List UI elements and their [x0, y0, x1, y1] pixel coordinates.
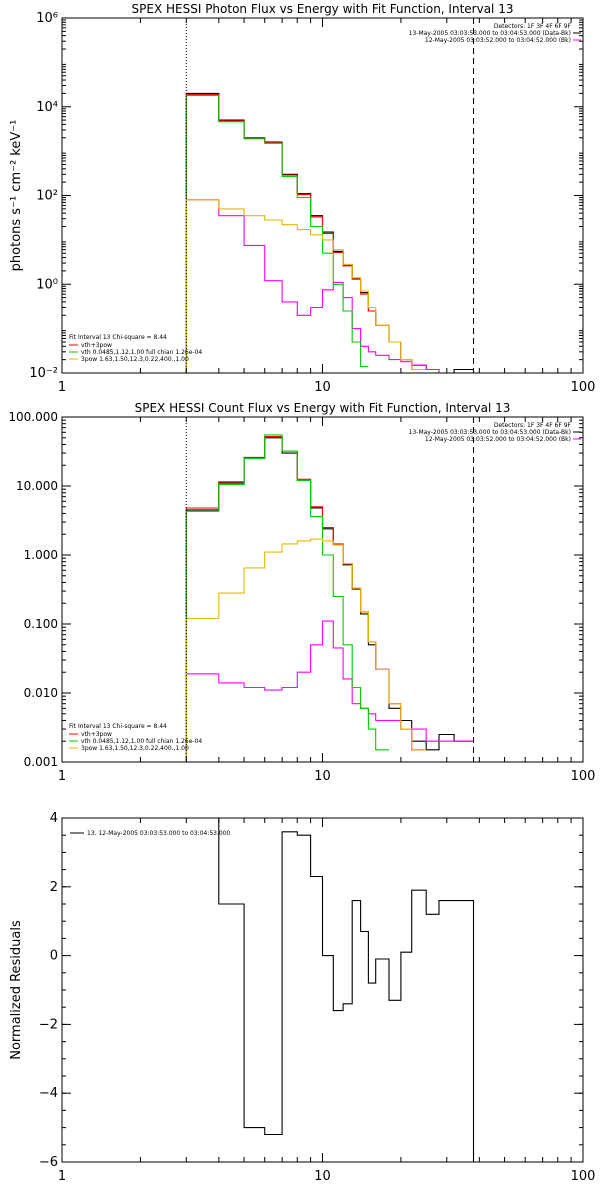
y-tick-label: 10⁻² [29, 366, 58, 381]
fit-legend-label-1: vth+3pow [81, 342, 112, 349]
y-tick-label: 4 [50, 811, 58, 826]
series-line-data-bk [185, 437, 474, 762]
header-line-1: Detectors: 1F 3F 4F 6F 9F [494, 422, 572, 429]
fit-legend-label-3: 3pow 1.63,1.50,12.3,0.22,400.,1.00 [81, 356, 189, 363]
y-axis-label: photons s⁻¹ cm⁻² keV⁻¹ [9, 120, 24, 272]
fit-legend-label-2: vth 0.0485,1.12,1.00 full chian 1.26e-04 [81, 738, 202, 745]
x-tick-label: 1 [58, 380, 66, 395]
series-group [185, 92, 474, 373]
chart-title: SPEX HESSI Photon Flux vs Energy with Fi… [132, 2, 514, 16]
fit-legend-title: Fit Interval 13 Chi-square = 8.44 [69, 723, 167, 730]
header-line-1: Detectors: 1F 3F 4F 6F 9F [494, 23, 572, 30]
x-tick-label: 100 [571, 769, 596, 784]
fit-legend-label-1: vth+3pow [81, 731, 112, 738]
y-tick-label: 0.001 [24, 755, 58, 769]
fit-legend-title: Fit Interval 13 Chi-square = 8.44 [69, 334, 167, 341]
y-tick-label: 0.010 [24, 686, 58, 700]
chart-title: SPEX HESSI Count Flux vs Energy with Fit… [135, 401, 511, 415]
y-tick-label: 1.000 [24, 548, 58, 562]
y-tick-label: 0 [50, 949, 58, 964]
chart-panel-1: SPEX HESSI Photon Flux vs Energy with Fi… [9, 2, 595, 395]
series-line-vth [185, 94, 369, 373]
y-tick-label: 100.000 [8, 410, 58, 424]
plot-frame [61, 416, 584, 763]
series-group [186, 818, 475, 1162]
y-tick-label: −6 [39, 1155, 58, 1170]
series-line-bk [185, 620, 474, 762]
x-tick-label: 1 [58, 769, 66, 784]
header-line-3: 12-May-2005 03:03:52.000 to 03:04:52.000… [425, 37, 571, 44]
series-line-3pow [185, 199, 427, 373]
chart-panel-2: SPEX HESSI Count Flux vs Energy with Fit… [8, 401, 595, 784]
x-tick-label: 100 [571, 1169, 596, 1184]
x-tick-label: 10 [314, 380, 331, 395]
fit-legend-label-3: 3pow 1.63,1.50,12.3,0.22,400.,1.00 [81, 745, 189, 752]
series-line-residuals [186, 818, 475, 1162]
x-tick-label: 100 [571, 380, 596, 395]
y-tick-label: 10⁶ [36, 11, 58, 26]
series-line-data-bk [185, 92, 474, 373]
y-tick-label: 10⁰ [36, 277, 58, 292]
x-tick-label: 10 [314, 769, 331, 784]
header-line-2: 13-May-2005 03:03:53.000 to 03:04:53.000… [409, 30, 571, 37]
fit-legend-label-2: vth 0.0485,1.12,1.00 full chian 1.26e-04 [81, 349, 202, 356]
series-line-vth-3pow [185, 93, 427, 373]
residual-legend-label: 13. 12-May-2005 03:03:53.000 to 03:04:53… [87, 830, 231, 837]
y-tick-label: 2 [50, 880, 58, 895]
y-tick-label: −2 [39, 1017, 58, 1032]
y-tick-label: 0.100 [24, 617, 58, 631]
plot-frame [61, 817, 584, 1163]
x-tick-label: 1 [58, 1169, 66, 1184]
x-tick-label: 10 [314, 1169, 331, 1184]
series-group [185, 434, 474, 762]
series-line-vth-3pow [185, 436, 427, 762]
y-tick-label: −4 [39, 1086, 58, 1101]
header-line-2: 13-May-2005 03:03:53.000 to 03:04:53.000… [409, 429, 571, 436]
series-line-vth [185, 434, 389, 762]
y-tick-label: 10⁴ [36, 100, 58, 115]
series-line-3pow [185, 538, 427, 762]
chart-panel-3: 1 10 100 −6 −4 −2 0 2 4 Normalized Residuals 13. 1… [9, 811, 595, 1184]
plot-frame [61, 17, 584, 374]
y-tick-label: 10.000 [16, 479, 58, 493]
y-axis-label: Normalized Residuals [9, 920, 24, 1060]
y-tick-label: 10² [36, 189, 58, 204]
series-line-bk [185, 199, 474, 373]
header-line-3: 12-May-2005 03:03:52.000 to 03:04:52.000… [425, 436, 571, 443]
